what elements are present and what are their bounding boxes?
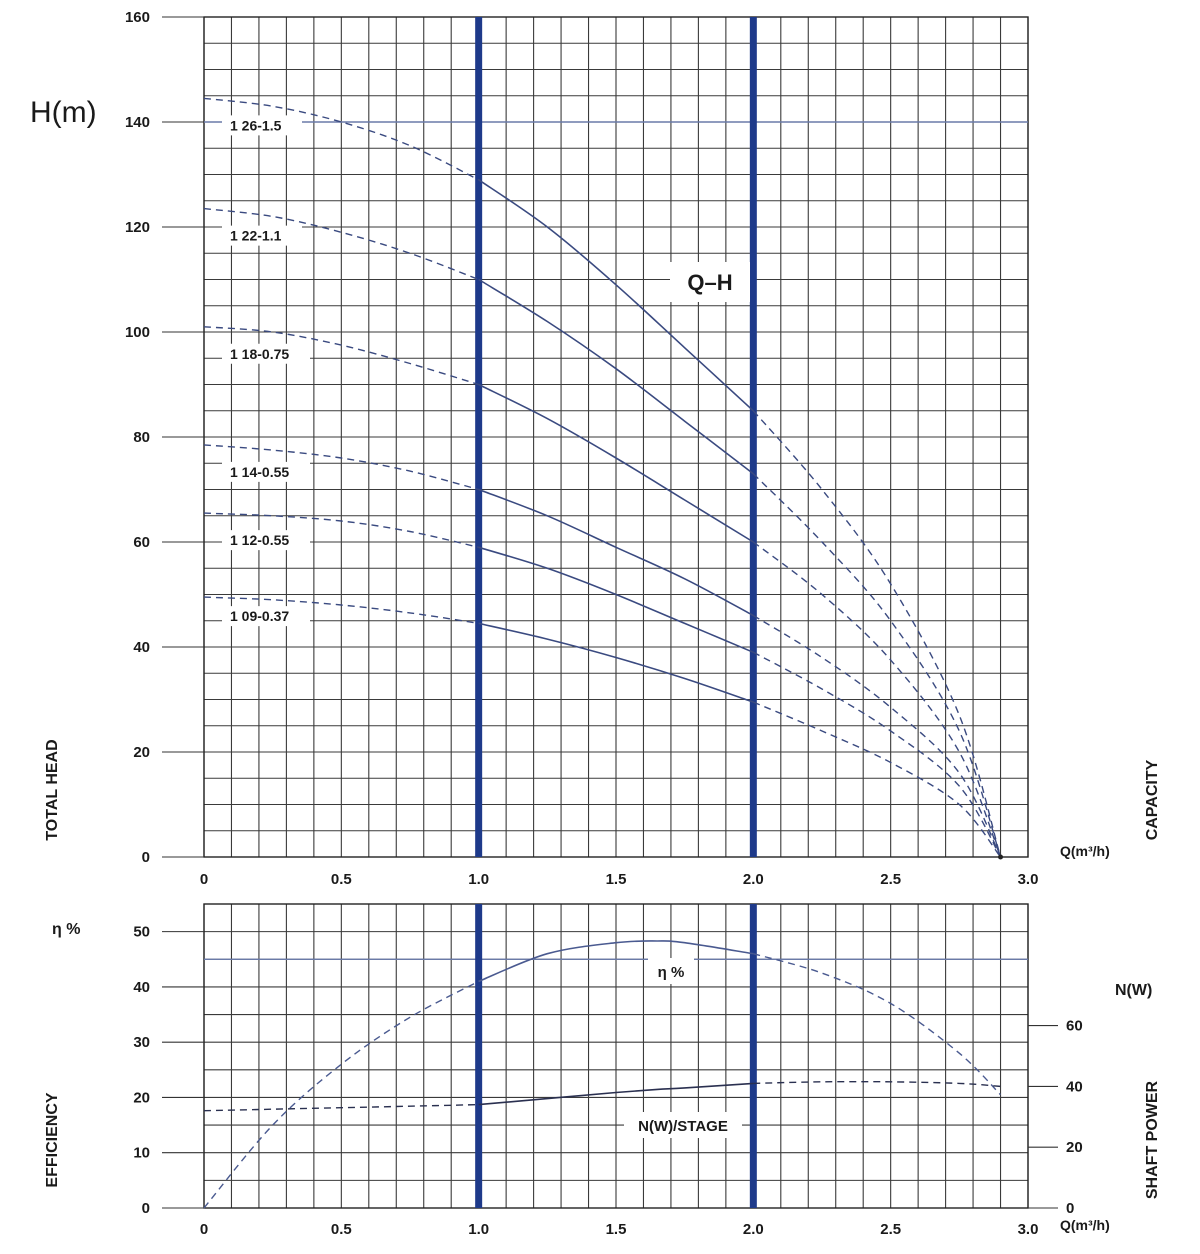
upper-y-tick-label: 100 — [125, 324, 150, 341]
qh-curve-2-solid — [478, 383, 754, 543]
qh-curve-5-solid — [478, 622, 754, 703]
qh-curve-5-dashed-left — [203, 596, 479, 625]
qh-curve-label: 1 09-0.37 — [230, 608, 289, 624]
lower-ylabel-left-side: EFFICIENCY — [44, 1092, 61, 1187]
eta-curve-label: η % — [658, 964, 685, 981]
lower-xlabel-unit: Q(m³/h) — [1060, 1217, 1110, 1233]
power-label-box — [624, 1112, 742, 1138]
lower-x-tick-label: 0 — [200, 1221, 208, 1238]
upper-y-tick-label: 120 — [125, 219, 150, 236]
upper-plot: 1 26-1.5 1 22-1.1 1 18-0.75 1 14-0.55 1 12-0… — [203, 17, 1028, 860]
upper-y-tick-label: 80 — [133, 429, 150, 446]
lower-y-left-tick-label: 50 — [133, 924, 150, 941]
qh-curve-label: 1 18-0.75 — [230, 346, 289, 362]
upper-x-tick-label: 1.5 — [606, 871, 627, 888]
upper-y-tick-label: 140 — [125, 114, 150, 131]
qh-curve-0-solid — [478, 179, 754, 412]
upper-x-tick-label: 3.0 — [1018, 871, 1039, 888]
lower-y-left-tick-label: 0 — [142, 1200, 150, 1217]
lower-x-tick-label: 2.0 — [743, 1221, 764, 1238]
upper-y-tick-label: 60 — [133, 534, 150, 551]
upper-grid — [203, 16, 1029, 858]
efficiency-curve-solid — [478, 940, 754, 983]
upper-x-tick-label: 2.0 — [743, 871, 764, 888]
upper-ylabel-unit: H(m) — [30, 96, 97, 129]
qh-curve-label-box — [222, 343, 310, 364]
qh-curve-2-dashed-left — [203, 326, 479, 386]
lower-grid — [203, 903, 1029, 1209]
qh-label: Q–H — [687, 270, 732, 295]
qh-curve-4-dashed-right — [752, 651, 1002, 858]
qh-curve-label-box — [222, 461, 310, 482]
upper-x-tick-label: 0.5 — [331, 871, 352, 888]
upper-x-tick-label: 1.0 — [468, 871, 489, 888]
qh-curve-label-box — [222, 225, 302, 246]
qh-curve-5-dashed-right — [753, 701, 1002, 858]
power-curve-dashed-left — [203, 1103, 479, 1112]
lower-x-tick-label: 0.5 — [331, 1221, 352, 1238]
power-curve-label: N(W)/STAGE — [638, 1118, 728, 1135]
lower-ylabel-right-unit: N(W) — [1115, 982, 1152, 999]
lower-y-left-tick-label: 10 — [133, 1145, 150, 1162]
upper-xlabel-side: CAPACITY — [1144, 759, 1161, 840]
eta-label-box — [648, 958, 694, 984]
lower-x-tick-label: 1.5 — [606, 1221, 627, 1238]
lower-y-left-tick-label: 30 — [133, 1034, 150, 1051]
lower-y-right-tick-label: 40 — [1066, 1078, 1083, 1095]
lower-y-left-tick-label: 20 — [133, 1089, 150, 1106]
upper-y-tick-label: 160 — [125, 9, 150, 26]
qh-curve-label-box — [222, 530, 310, 551]
qh-curve-label: 1 26-1.5 — [230, 117, 282, 133]
qh-label-box — [670, 262, 750, 302]
lower-plot — [203, 904, 1028, 1209]
qh-curve-3-dashed-left — [203, 444, 479, 491]
qh-curve-0-dashed-right — [752, 410, 1002, 858]
lower-ylabel-right-side: SHAFT POWER — [1144, 1080, 1161, 1199]
qh-curve-4-dashed-left — [203, 512, 479, 548]
plot-frame — [203, 903, 1029, 1209]
qh-curve-label: 1 22-1.1 — [230, 228, 282, 244]
lower-x-tick-label: 3.0 — [1018, 1221, 1039, 1238]
qh-curve-2-dashed-right — [752, 541, 1002, 858]
power-curve-dashed-right — [753, 1080, 1001, 1088]
upper-ylabel-side: TOTAL HEAD — [44, 739, 61, 840]
power-curve-solid — [478, 1082, 754, 1106]
efficiency-curve-dashed-right — [753, 953, 1001, 1096]
lower-y-right-tick-label: 60 — [1066, 1018, 1083, 1035]
lower-y-right-tick-label: 0 — [1066, 1200, 1074, 1217]
lower-ylabel-left-unit: η % — [52, 921, 80, 938]
upper-y-tick-label: 40 — [133, 639, 150, 656]
upper-x-tick-label: 0 — [200, 871, 208, 888]
upper-x-tick-label: 2.5 — [880, 871, 901, 888]
qh-curve-4-solid — [478, 546, 754, 654]
qh-curve-label-box — [222, 115, 302, 136]
qh-curve-label: 1 14-0.55 — [230, 464, 289, 480]
efficiency-curve-dashed-left — [203, 980, 480, 1209]
lower-y-right-tick-label: 20 — [1066, 1139, 1083, 1156]
qh-curve-label-box — [222, 606, 310, 627]
lower-x-tick-label: 2.5 — [880, 1221, 901, 1238]
qh-curve-label: 1 12-0.55 — [230, 532, 289, 548]
qh-end-point — [998, 854, 1004, 860]
upper-y-tick-label: 0 — [142, 849, 150, 866]
lower-x-tick-label: 1.0 — [468, 1221, 489, 1238]
qh-curve-3-dashed-right — [752, 614, 1002, 858]
qh-curve-1-solid — [478, 278, 754, 475]
qh-curve-1-dashed-right — [752, 473, 1002, 858]
upper-y-tick-label: 20 — [133, 744, 150, 761]
qh-curve-3-solid — [478, 488, 754, 617]
upper-xlabel-unit: Q(m³/h) — [1060, 843, 1110, 859]
lower-y-left-tick-label: 40 — [133, 979, 150, 996]
